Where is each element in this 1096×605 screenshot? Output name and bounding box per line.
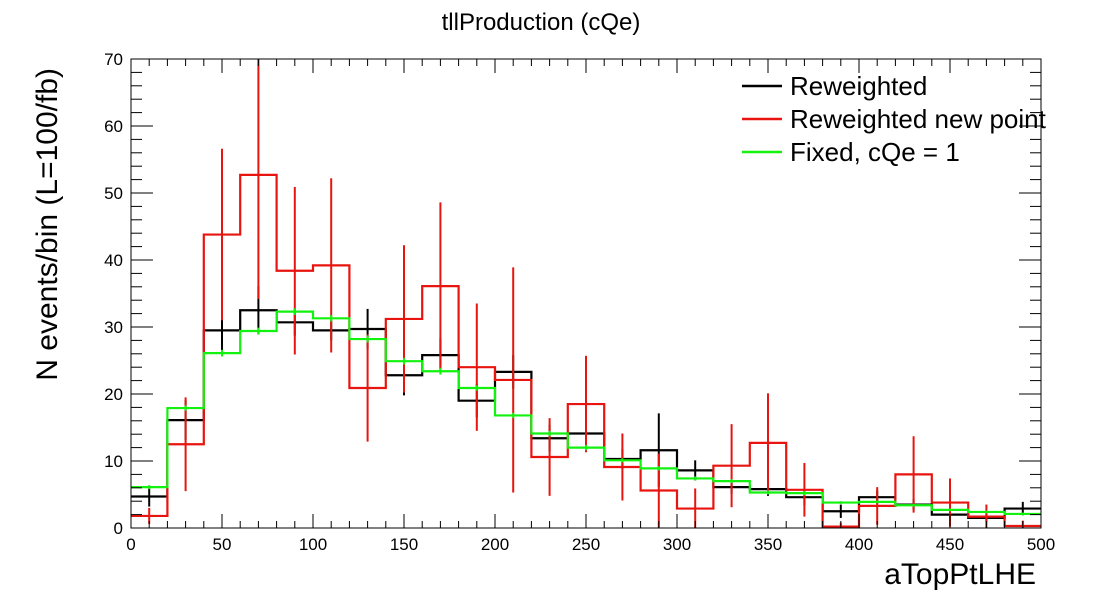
- y-axis-label: N events/bin (L=100/fb): [31, 68, 64, 381]
- x-tick-label: 250: [572, 535, 600, 554]
- data-layer: [131, 59, 1041, 528]
- x-tick-label: 400: [845, 535, 873, 554]
- plot-area: 0 50 100 150 200 250 300 350 400 450 500 0 10 20 30 40 5…: [104, 50, 1055, 554]
- x-tick-label: 500: [1027, 535, 1055, 554]
- y-tick-label: 10: [104, 452, 123, 471]
- y-tick-label: 50: [104, 184, 123, 203]
- x-tick-label: 200: [481, 535, 509, 554]
- chart-title: tllProduction (cQe): [442, 9, 641, 36]
- x-tick-label: 450: [936, 535, 964, 554]
- y-tick-label: 20: [104, 385, 123, 404]
- legend-label-1: Reweighted new point: [790, 104, 1047, 134]
- legend-label-2: Fixed, cQe = 1: [790, 137, 960, 167]
- x-tick-label: 300: [663, 535, 691, 554]
- x-tick-label: 150: [390, 535, 418, 554]
- legend-label-0: Reweighted: [790, 71, 927, 101]
- x-tick-label: 0: [126, 535, 135, 554]
- series-2-group: [131, 308, 1041, 516]
- x-tick-label: 100: [299, 535, 327, 554]
- y-tick-label: 70: [104, 50, 123, 69]
- x-tick-label: 50: [213, 535, 232, 554]
- series-1-line: [131, 173, 1041, 528]
- y-tick-label: 40: [104, 251, 123, 270]
- y-tick-label: 30: [104, 318, 123, 337]
- y-tick-label: 0: [114, 519, 123, 538]
- x-axis-label: aTopPtLHE: [884, 558, 1036, 591]
- y-tick-label: 60: [104, 117, 123, 136]
- x-tick-label: 350: [754, 535, 782, 554]
